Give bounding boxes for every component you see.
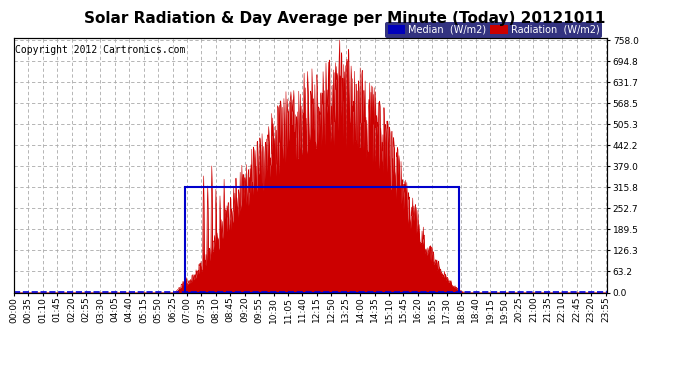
Text: Copyright 2012 Cartronics.com: Copyright 2012 Cartronics.com: [15, 45, 186, 55]
Text: Solar Radiation & Day Average per Minute (Today) 20121011: Solar Radiation & Day Average per Minute…: [84, 11, 606, 26]
Legend: Median  (W/m2), Radiation  (W/m2): Median (W/m2), Radiation (W/m2): [385, 22, 602, 38]
Bar: [185, 188, 459, 292]
